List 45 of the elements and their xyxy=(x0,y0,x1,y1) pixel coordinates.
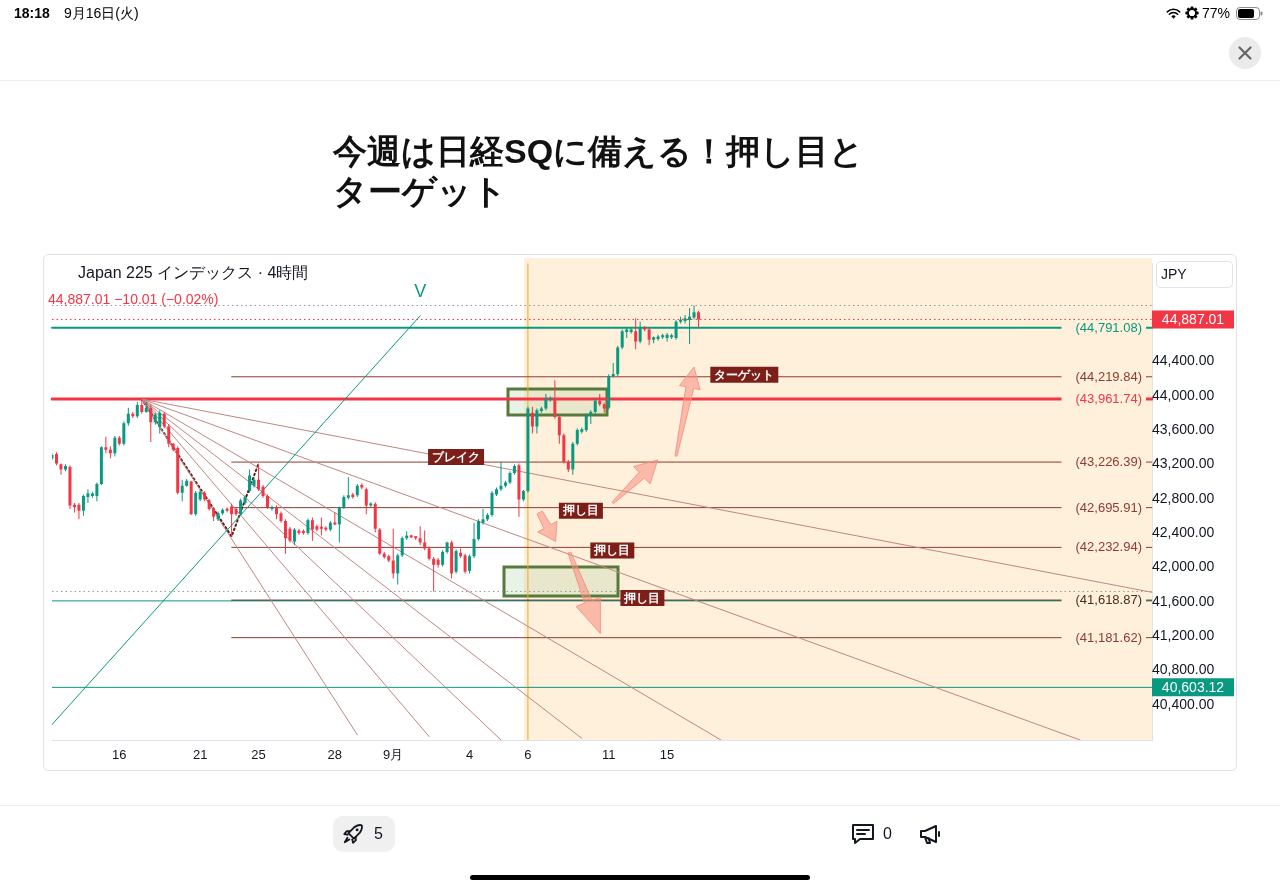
annotation: 押し目 xyxy=(561,503,599,518)
y-tick-label: 44,000.00 xyxy=(1151,386,1215,403)
series-label: (41,618.87) xyxy=(1075,592,1142,608)
series-label: (44,219.84) xyxy=(1075,368,1142,384)
annotation: 押し目 xyxy=(593,543,631,558)
x-tick-label: 16 xyxy=(112,747,127,763)
x-tick-label: 9月 xyxy=(383,747,404,763)
series-label: (42,695.91) xyxy=(1075,499,1142,515)
chart-subtitle: Japan 225 インデックス · 4時間 xyxy=(78,264,309,282)
x-tick-label: 25 xyxy=(251,747,266,763)
x-tick-label: 15 xyxy=(659,747,675,763)
text: 5 xyxy=(374,825,383,843)
ref-line-label: 44,887.01 xyxy=(1161,310,1225,327)
x-tick-label: 21 xyxy=(192,747,208,763)
series-label: (42,232.94) xyxy=(1075,539,1142,555)
y-tick-label: 42,000.00 xyxy=(1151,558,1215,575)
y-tick-label: 42,800.00 xyxy=(1151,489,1215,506)
y-axis-title: JPY xyxy=(1161,265,1188,282)
y-tick-label: 42,400.00 xyxy=(1151,523,1215,540)
x-tick-label: 6 xyxy=(524,747,532,763)
text: 77% xyxy=(1202,4,1231,22)
series-label: (43,961.74) xyxy=(1075,391,1142,407)
annotation: ブレイク xyxy=(432,449,481,464)
series-label: (44,791.08) xyxy=(1075,319,1142,335)
text: 0 xyxy=(883,825,892,843)
text: 18:18 xyxy=(14,4,50,22)
chart-title: 今週は日経SQに備える！押し目とターゲット xyxy=(333,131,866,211)
y-tick-label: 44,400.00 xyxy=(1151,352,1215,369)
y-tick-label: 43,200.00 xyxy=(1151,455,1215,472)
x-tick-label: 28 xyxy=(327,747,343,763)
y-tick-label: 40,400.00 xyxy=(1151,695,1215,712)
y-tick-label: 43,600.00 xyxy=(1151,420,1215,437)
x-tick-label: 4 xyxy=(465,747,474,763)
ref-line-label: 40,603.12 xyxy=(1161,678,1225,695)
y-tick-label: 40,800.00 xyxy=(1151,661,1215,678)
annotation: 44,887.01 −10.01 (−0.02%) xyxy=(48,290,219,308)
text: 9月16日(火) xyxy=(64,4,139,22)
annotation: 押し目 xyxy=(623,590,661,605)
series-label: (41,181.62) xyxy=(1075,629,1142,645)
x-tick-label: 11 xyxy=(601,747,616,763)
y-tick-label: 41,200.00 xyxy=(1151,626,1215,643)
series-label: V xyxy=(414,280,427,301)
annotation: ターゲット xyxy=(714,367,775,382)
series-label: (43,226.39) xyxy=(1075,454,1142,470)
y-tick-label: 41,600.00 xyxy=(1151,592,1215,609)
